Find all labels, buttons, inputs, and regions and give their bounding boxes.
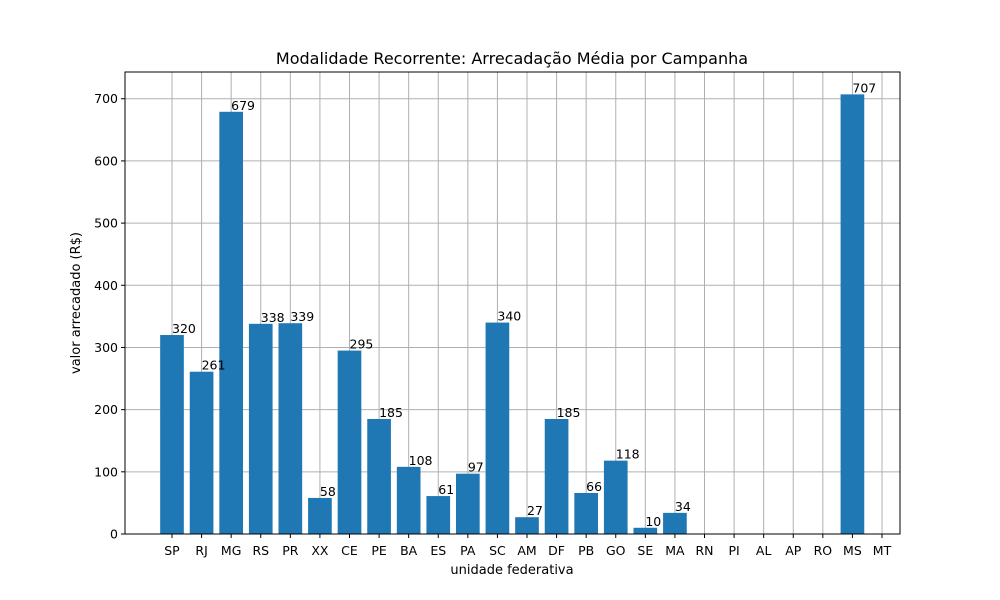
x-tick-label: PB: [578, 543, 594, 558]
bar-pe: [367, 418, 391, 534]
data-label-ma: 34: [675, 499, 691, 514]
data-label-pr: 339: [290, 309, 314, 324]
data-label-pa: 97: [468, 460, 484, 475]
bar-sc: [485, 322, 510, 534]
bar-es: [426, 496, 451, 534]
data-label-rj: 261: [202, 358, 226, 373]
x-tick-label: SE: [637, 543, 653, 558]
x-tick-label: CE: [341, 543, 358, 558]
x-tick-label: PE: [371, 543, 387, 558]
data-label-pe: 185: [379, 405, 403, 420]
data-label-ce: 295: [350, 337, 374, 352]
bar-ma: [663, 512, 687, 534]
data-label-am: 27: [527, 503, 543, 518]
x-tick-label: SC: [489, 543, 506, 558]
plot-frame: [124, 71, 901, 535]
x-tick-label: GO: [606, 543, 626, 558]
x-tick-label: RJ: [195, 543, 207, 558]
y-tick-label: 500: [94, 216, 118, 231]
data-label-se: 10: [645, 514, 661, 529]
bar-se: [633, 527, 658, 534]
data-label-xx: 58: [320, 484, 336, 499]
bar-xx: [308, 497, 332, 534]
bar-rs: [248, 323, 273, 534]
bar-pr: [278, 323, 303, 534]
bar-df: [544, 418, 569, 534]
x-axis-label: unidade federativa: [450, 563, 573, 578]
data-label-ba: 108: [409, 453, 433, 468]
x-tick-label: DF: [548, 543, 565, 558]
x-tick-label: PA: [460, 543, 476, 558]
x-tick-label: MS: [843, 543, 862, 558]
x-tick-label: SP: [164, 543, 180, 558]
data-labels: 320 261 679 338 339 58 295 185 108 61 97 340 27 185 66…: [172, 80, 876, 528]
bar-sp: [160, 335, 184, 534]
chart-title: Modalidade Recorrente: Arrecadação Média…: [276, 49, 748, 68]
bar-ms: [840, 94, 865, 535]
y-tick-label: 600: [94, 153, 118, 168]
bar-ce: [337, 350, 362, 534]
y-tick-label: 100: [94, 464, 118, 479]
data-label-sp: 320: [172, 321, 196, 336]
y-axis-label: valor arrecadado (R$): [69, 232, 84, 374]
y-tick-label: 700: [94, 91, 118, 106]
x-tick-label: PI: [728, 543, 739, 558]
y-axis: 0 100 200 300 400 500 600 700: [94, 91, 125, 542]
x-tick-label: XX: [311, 543, 329, 558]
data-label-mg: 679: [231, 98, 255, 113]
bar-am: [515, 517, 539, 534]
data-label-es: 61: [438, 482, 454, 497]
data-label-df: 185: [557, 405, 581, 420]
y-tick-label: 400: [94, 278, 118, 293]
x-tick-label: PR: [282, 543, 299, 558]
x-axis: SP RJ MG RS PR XX CE PE BA ES PA SC AM DF PB GO SE MA RN PI…: [164, 534, 892, 558]
y-tick-label: 300: [94, 340, 118, 355]
x-tick-label: MT: [873, 543, 892, 558]
data-label-sc: 340: [497, 309, 521, 324]
x-tick-label: BA: [400, 543, 418, 558]
data-label-pb: 66: [586, 479, 602, 494]
bars-layer: [160, 94, 865, 535]
bar-pa: [456, 473, 480, 534]
x-tick-label: RO: [814, 543, 833, 558]
bar-rj: [189, 371, 214, 534]
bar-pb: [574, 492, 598, 534]
bar-mg: [219, 111, 243, 535]
grid-layer: [125, 72, 900, 535]
y-tick-label: 0: [110, 527, 118, 542]
x-tick-label: AM: [517, 543, 536, 558]
y-tick-label: 200: [94, 402, 118, 417]
bar-ba: [396, 466, 421, 534]
x-tick-label: AL: [756, 543, 772, 558]
data-label-ms: 707: [852, 80, 876, 95]
x-tick-label: MG: [221, 543, 241, 558]
x-tick-label: ES: [430, 543, 446, 558]
x-tick-label: RN: [695, 543, 713, 558]
data-label-go: 118: [616, 447, 640, 462]
x-tick-label: RS: [252, 543, 269, 558]
data-label-rs: 338: [261, 310, 285, 325]
bar-go: [603, 460, 628, 534]
x-tick-label: MA: [665, 543, 685, 558]
x-tick-label: AP: [785, 543, 802, 558]
